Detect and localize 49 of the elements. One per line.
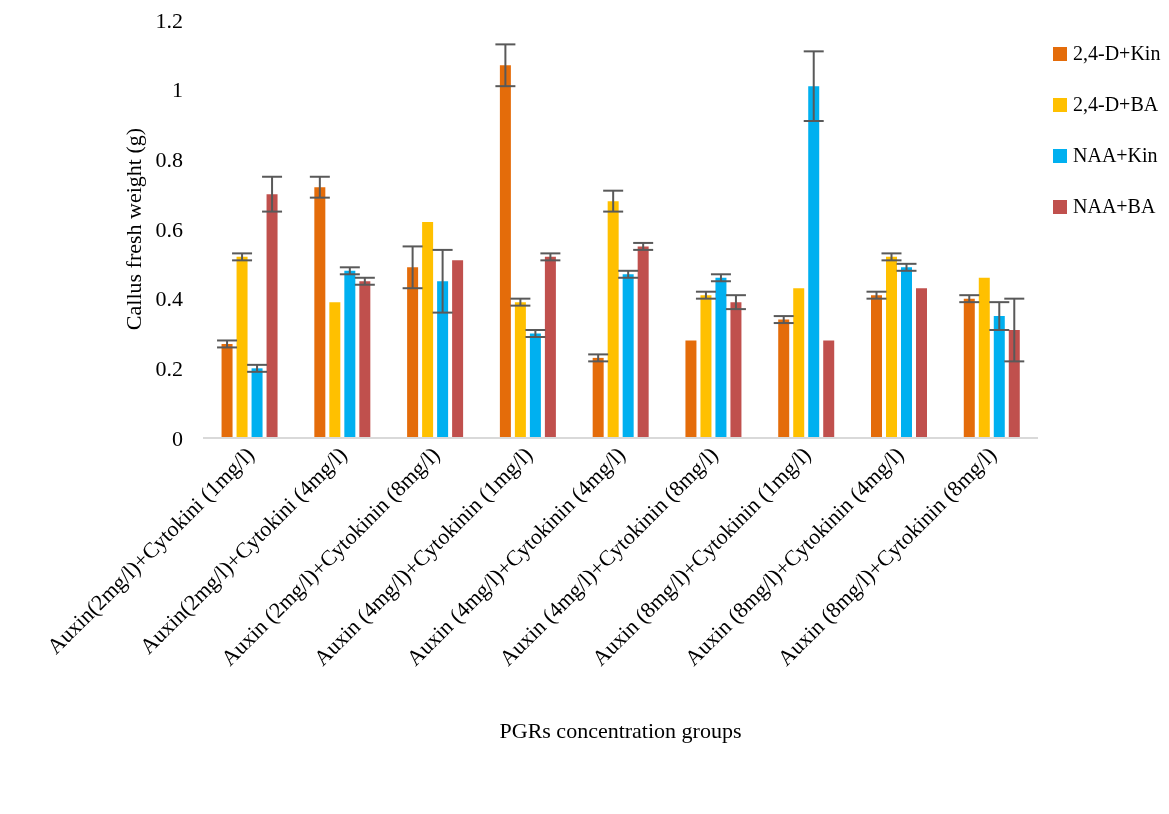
bar [916, 288, 927, 438]
bar [871, 295, 882, 438]
bar [978, 277, 990, 438]
legend-label: 2,4-D+Kin [1073, 42, 1161, 65]
bar [730, 302, 742, 438]
bar [637, 246, 649, 438]
y-tick-label: 1 [172, 77, 183, 103]
y-axis-title: Callus fresh weight (g) [120, 127, 146, 331]
bar [329, 302, 341, 438]
bar [359, 281, 371, 438]
bar [607, 201, 619, 438]
bar [529, 333, 541, 438]
bar [715, 277, 727, 438]
bar [1008, 330, 1020, 438]
bar [622, 274, 634, 438]
x-axis-title: PGRs concentration groups [499, 718, 742, 743]
y-tick-label: 0.8 [155, 147, 183, 173]
bar [993, 316, 1005, 438]
bar [251, 368, 263, 438]
y-tick-label: 0.4 [155, 286, 183, 312]
bar [221, 343, 233, 438]
y-tick-label: 0.6 [155, 216, 183, 242]
bar [823, 340, 835, 438]
bar [437, 281, 449, 438]
y-tick-label: 0.2 [155, 356, 183, 382]
bar [808, 86, 820, 438]
bar [700, 295, 712, 438]
bar [685, 340, 697, 438]
bar [886, 256, 897, 438]
bar [544, 256, 556, 438]
bar [344, 270, 356, 438]
y-tick-label: 0 [172, 425, 183, 451]
legend-label: NAA+Kin [1073, 144, 1158, 167]
bar [963, 298, 975, 438]
bar [514, 302, 526, 438]
bar [793, 288, 805, 438]
bar [407, 267, 419, 438]
bar [592, 357, 604, 438]
legend-label: NAA+BA [1073, 195, 1156, 218]
y-tick-label: 1.2 [155, 7, 183, 33]
bar [901, 267, 912, 438]
bar [452, 260, 464, 438]
bar [499, 65, 511, 438]
legend-label: 2,4-D+BA [1073, 93, 1159, 116]
bar [778, 319, 790, 438]
bar [314, 187, 326, 438]
bar [266, 194, 278, 438]
bar [422, 222, 434, 438]
bar [236, 256, 248, 438]
